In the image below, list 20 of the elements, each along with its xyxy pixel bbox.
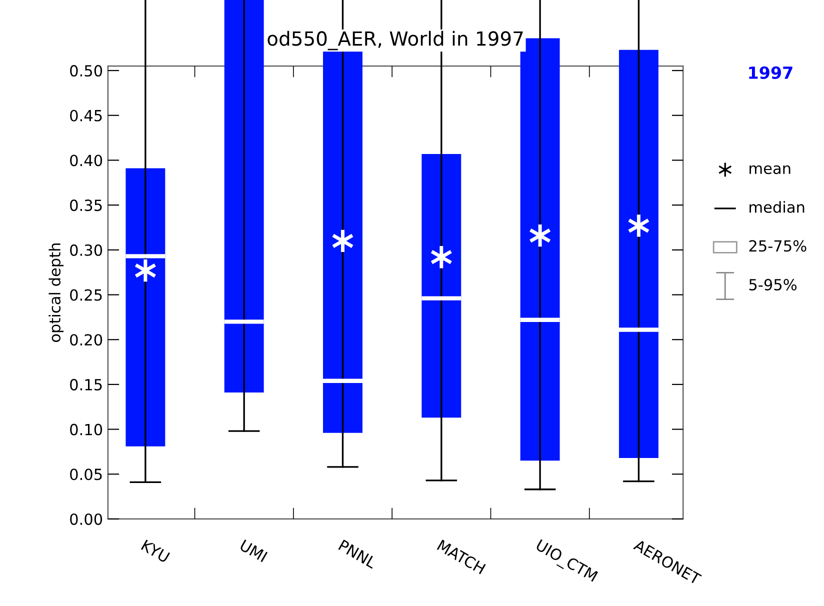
text: 1997 xyxy=(749,66,792,80)
y-tick-label: 0.30 xyxy=(70,244,102,256)
y-axis-title: optical depth xyxy=(48,244,64,342)
y-tick-label: 0.25 xyxy=(70,289,102,301)
text: mean xyxy=(750,165,790,174)
chart-title: od550_AER, World in 1997 xyxy=(268,30,523,50)
y-tick-label: 0.35 xyxy=(70,200,102,212)
x-tick-label: KYU xyxy=(140,540,170,563)
text: median xyxy=(750,201,804,213)
y-tick-label: 0.15 xyxy=(70,378,102,390)
text: 5-95% xyxy=(749,278,797,290)
y-tick-label: 0.45 xyxy=(70,110,102,122)
x-tick-label: UMI xyxy=(239,539,268,562)
y-tick-label: 0.00 xyxy=(70,513,102,525)
y-tick-label: 0.20 xyxy=(70,334,102,346)
y-tick-label: 0.40 xyxy=(70,154,102,166)
y-tick-label: 0.50 xyxy=(70,65,102,77)
y-tick-label: 0.05 xyxy=(70,468,102,480)
y-tick-label: 0.10 xyxy=(70,424,102,436)
text: 25-75% xyxy=(749,240,806,252)
